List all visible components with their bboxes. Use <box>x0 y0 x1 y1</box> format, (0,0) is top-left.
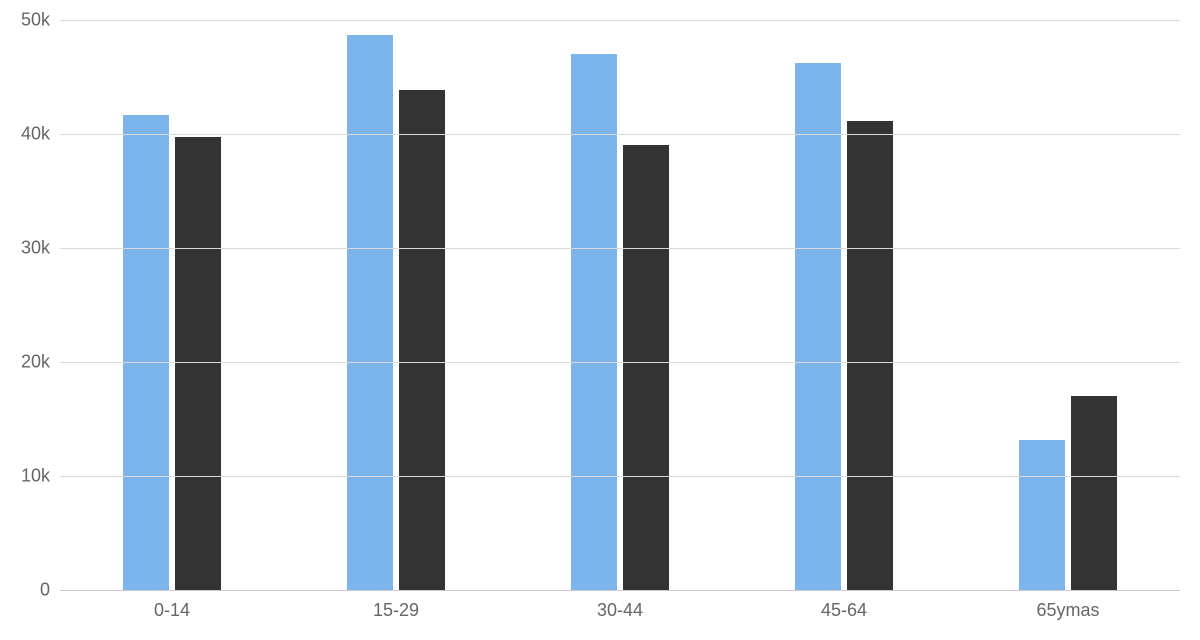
gridline <box>60 362 1180 363</box>
y-tick-label: 0 <box>40 580 60 601</box>
plot-area: 010k20k30k40k50k <box>60 20 1180 590</box>
y-tick-label: 20k <box>21 352 60 373</box>
bar-groups <box>60 20 1180 590</box>
bar-series-b <box>175 137 221 590</box>
bar-group <box>956 20 1180 590</box>
bar-series-a <box>347 35 393 590</box>
x-tick-label: 45-64 <box>732 590 956 640</box>
x-axis-labels: 0-1415-2930-4445-6465ymas <box>60 590 1180 640</box>
bar-group <box>732 20 956 590</box>
y-tick-label: 50k <box>21 10 60 31</box>
bar-chart: 010k20k30k40k50k 0-1415-2930-4445-6465ym… <box>0 0 1200 640</box>
bar-series-a <box>795 63 841 590</box>
bar-series-b <box>623 145 669 590</box>
gridline <box>60 20 1180 21</box>
x-tick-label: 15-29 <box>284 590 508 640</box>
y-tick-label: 10k <box>21 466 60 487</box>
y-tick-label: 40k <box>21 124 60 145</box>
bar-series-b <box>1071 396 1117 590</box>
x-tick-label: 30-44 <box>508 590 732 640</box>
y-tick-label: 30k <box>21 238 60 259</box>
bar-series-b <box>847 121 893 590</box>
bar-series-a <box>1019 440 1065 590</box>
x-tick-label: 0-14 <box>60 590 284 640</box>
bar-series-a <box>123 115 169 590</box>
gridline <box>60 248 1180 249</box>
gridline <box>60 134 1180 135</box>
bar-series-b <box>399 90 445 590</box>
bar-group <box>508 20 732 590</box>
gridline <box>60 476 1180 477</box>
bar-group <box>284 20 508 590</box>
x-tick-label: 65ymas <box>956 590 1180 640</box>
bar-group <box>60 20 284 590</box>
